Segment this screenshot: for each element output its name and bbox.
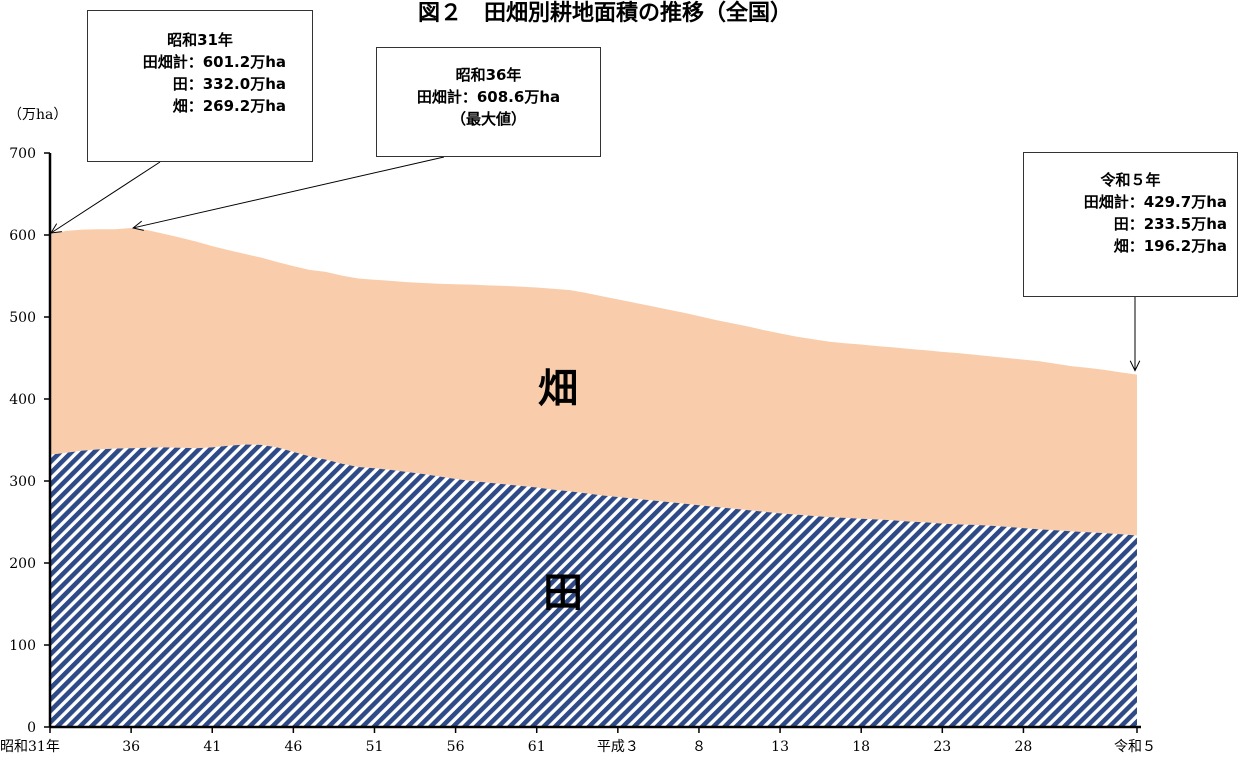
x-tick-label: ８ [692, 739, 706, 755]
x-tick-label: 18 [852, 739, 870, 755]
y-unit-label: （万ha） [8, 107, 67, 123]
x-tick-label: 平成３ [597, 739, 639, 755]
leader-arrowhead [1129, 360, 1141, 372]
annotation-line: 田：332.0万ha [172, 75, 286, 93]
axes: 0 100 200 300 400 500 600 700 昭和31年 36 41 46 51 56 61 平… [0, 146, 1156, 755]
annotation-line: 昭和36年 [455, 66, 522, 84]
leader-arrowhead [131, 220, 144, 231]
annotation-line: （最大値） [450, 110, 526, 128]
x-tick-label: 51 [366, 739, 384, 755]
x-tick-label: 41 [203, 739, 221, 755]
leader-arrowhead [50, 223, 62, 234]
x-tick-label: 36 [122, 739, 140, 755]
annotation-line: 令和５年 [1100, 171, 1161, 189]
annotation-showa36: 昭和36年 田畑計：608.6万ha （最大値） [376, 47, 601, 157]
annotation-line: 昭和31年 [167, 31, 233, 49]
x-tick-label: 56 [447, 739, 465, 755]
y-tick-label: 300 [9, 474, 36, 490]
leader-line [50, 161, 161, 234]
x-tick-label: 昭和31年 [0, 739, 60, 755]
plot-areas [50, 227, 1137, 727]
y-tick-label: 100 [9, 638, 36, 654]
annotation-showa31: 昭和31年 田畑計：601.2万ha 田：332.0万ha 畑：269.2万ha [87, 10, 313, 162]
x-tick-label: 61 [528, 739, 546, 755]
x-tick-label: 令和５ [1114, 739, 1156, 755]
annotation-line: 畑：269.2万ha [172, 97, 286, 115]
y-tick-label: 0 [27, 720, 36, 736]
area-label-hatake: 畑 [538, 366, 578, 412]
y-tick-label: 700 [9, 146, 36, 162]
annotation-line: 田：233.5万ha [1113, 215, 1227, 233]
annotation-reiwa5: 令和５年 田畑計：429.7万ha 田：233.5万ha 畑：196.2万ha [1023, 152, 1238, 297]
area-ta [50, 444, 1137, 727]
x-tick-label: 13 [771, 739, 789, 755]
y-tick-label: 400 [9, 392, 36, 408]
leader-lines [50, 156, 1141, 372]
area-hatake [50, 227, 1137, 536]
x-tick-label: 23 [933, 739, 951, 755]
annotation-line: 田畑計：429.7万ha [1083, 193, 1227, 211]
y-tick-label: 200 [9, 556, 36, 572]
y-tick-label: 600 [9, 228, 36, 244]
leader-line [133, 156, 445, 229]
x-tick-label: 46 [284, 739, 302, 755]
x-tick-label: 28 [1015, 739, 1033, 755]
y-tick-label: 500 [9, 310, 36, 326]
chart-title: 図２ 田畑別耕地面積の推移（全国） [418, 0, 792, 26]
annotation-line: 畑：196.2万ha [1113, 237, 1227, 255]
annotation-line: 田畑計：608.6万ha [416, 88, 561, 106]
area-label-ta: 田 [543, 570, 583, 616]
annotation-line: 田畑計：601.2万ha [142, 53, 286, 71]
